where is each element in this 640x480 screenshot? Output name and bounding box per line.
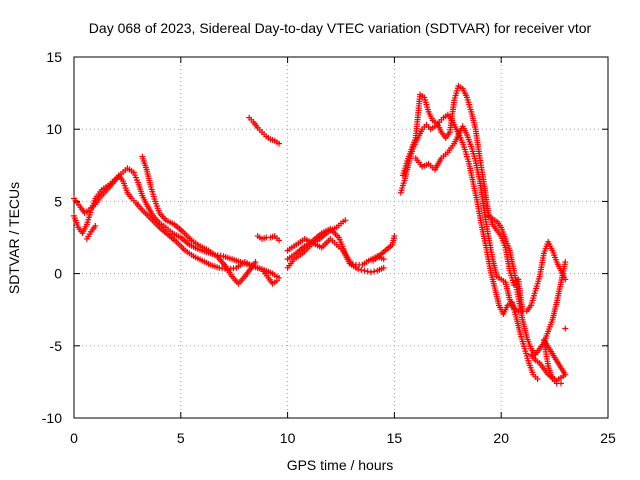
data-point: [349, 261, 356, 268]
x-tick-labels: 0 5 10 15 20 25: [70, 430, 616, 446]
data-point: [558, 380, 565, 387]
series-track-h: [284, 217, 398, 271]
series-track-c: [83, 153, 259, 287]
data-point: [276, 140, 283, 147]
x-tick-label: 25: [600, 430, 616, 446]
series-track-f: [284, 225, 387, 276]
data-point: [371, 268, 378, 275]
data-point: [364, 268, 371, 275]
data-point: [346, 260, 353, 267]
data-point: [380, 264, 387, 271]
axis-ticks: [73, 56, 609, 419]
y-tick-labels: -10 -5 0 5 10 15: [42, 49, 62, 426]
x-tick-label: 0: [70, 430, 78, 446]
series-track-k: [412, 123, 569, 332]
data-point: [562, 276, 569, 283]
data-point: [342, 217, 349, 224]
data-point: [562, 325, 569, 332]
data-point: [273, 277, 280, 284]
data-point: [358, 266, 365, 273]
data-point: [276, 237, 283, 244]
y-tick-label: -10: [42, 410, 62, 426]
x-tick-label: 15: [387, 430, 403, 446]
data-point: [361, 267, 368, 274]
data-point: [391, 233, 398, 240]
data-point: [92, 222, 99, 229]
series-track-e: [254, 233, 283, 244]
series-track-g: [284, 235, 387, 268]
y-tick-label: 5: [54, 193, 62, 209]
data-point: [562, 259, 569, 266]
grid: [74, 57, 608, 418]
y-tick-label: 10: [46, 121, 62, 137]
y-tick-label: 15: [46, 49, 62, 65]
x-tick-label: 10: [280, 430, 296, 446]
data-point: [252, 259, 259, 266]
plot-frame: [73, 56, 609, 419]
data-point: [380, 256, 387, 263]
y-tick-label: 0: [54, 266, 62, 282]
series-track-j: [399, 82, 526, 315]
data-point: [355, 266, 362, 273]
x-axis-label: GPS time / hours: [287, 457, 394, 473]
chart-title: Day 068 of 2023, Sidereal Day-to-day VTE…: [89, 20, 592, 36]
y-axis-label: SDTVAR / TECUs: [6, 182, 22, 294]
series-track-d: [246, 114, 283, 147]
data-point: [367, 269, 374, 276]
x-tick-label: 20: [493, 430, 509, 446]
y-tick-label: -5: [50, 338, 63, 354]
data-point: [534, 376, 541, 383]
series-track-i: [397, 111, 541, 383]
data-points: [71, 82, 569, 387]
series-track-m: [528, 337, 569, 387]
x-tick-label: 5: [177, 430, 185, 446]
